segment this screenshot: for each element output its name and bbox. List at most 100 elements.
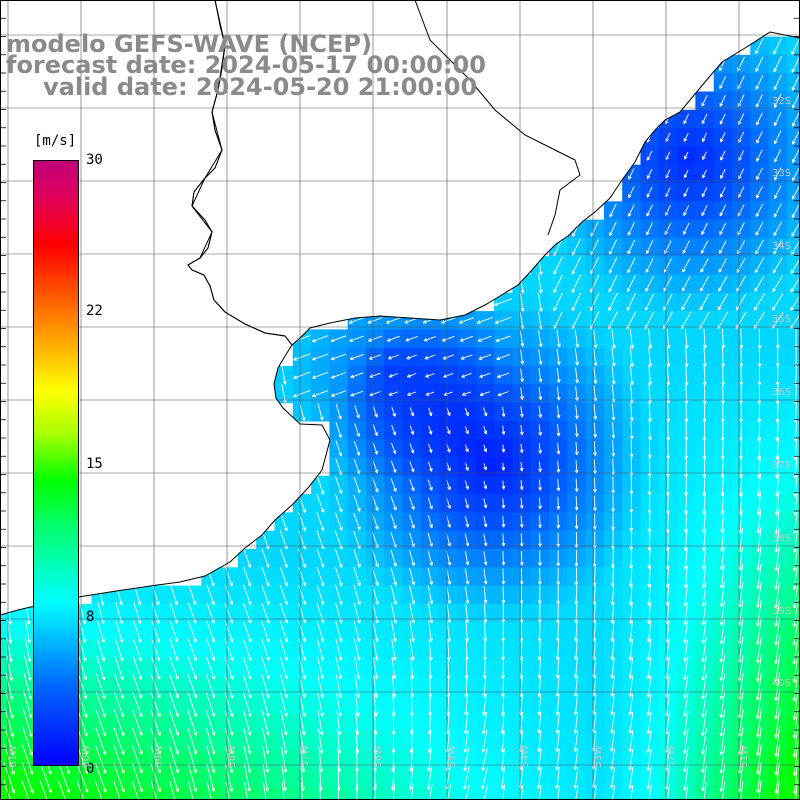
wind-arrow bbox=[464, 693, 468, 716]
wind-arrow bbox=[556, 423, 561, 437]
wind-arrow bbox=[646, 150, 653, 161]
wind-arrow bbox=[519, 515, 524, 528]
wind-arrow bbox=[311, 335, 329, 343]
wind-arrow bbox=[775, 455, 780, 479]
wind-arrow bbox=[683, 113, 690, 125]
wind-arrow bbox=[501, 498, 506, 509]
wind-arrow bbox=[293, 371, 311, 379]
wind-arrow bbox=[5, 690, 14, 719]
coastline bbox=[0, 0, 800, 616]
wind-arrow bbox=[609, 203, 617, 218]
wind-arrow bbox=[428, 443, 433, 454]
wind-arrow bbox=[792, 148, 800, 163]
wind-arrow bbox=[115, 602, 124, 624]
wind-arrow bbox=[187, 620, 197, 643]
wind-arrow bbox=[316, 620, 325, 643]
wind-arrow bbox=[461, 391, 472, 396]
wind-arrow bbox=[446, 444, 451, 453]
wind-arrow bbox=[113, 763, 125, 793]
wind-arrow bbox=[79, 602, 87, 625]
wind-arrow bbox=[646, 620, 652, 643]
wind-arrow bbox=[684, 346, 689, 367]
wind-arrow bbox=[243, 566, 252, 587]
wind-arrow bbox=[519, 497, 524, 509]
wind-arrow bbox=[354, 656, 361, 680]
wind-arrow bbox=[334, 512, 343, 531]
wind-arrow bbox=[537, 292, 543, 312]
wind-arrow bbox=[774, 509, 780, 534]
wind-arrow bbox=[593, 329, 598, 349]
wind-arrow bbox=[242, 674, 252, 699]
wind-arrow bbox=[773, 203, 782, 218]
wind-arrow bbox=[371, 549, 379, 568]
wind-arrow bbox=[555, 767, 561, 789]
wind-arrow bbox=[700, 275, 709, 292]
wind-arrow bbox=[150, 692, 161, 718]
wind-arrow bbox=[520, 349, 525, 365]
wind-arrow bbox=[21, 780, 30, 800]
wind-arrow bbox=[335, 674, 343, 698]
lat-label-36s: 36S bbox=[772, 387, 792, 398]
wind-arrow bbox=[719, 618, 726, 645]
wind-arrow bbox=[150, 727, 162, 755]
wind-arrow bbox=[348, 317, 365, 324]
speed-cell bbox=[786, 91, 800, 111]
wind-arrow bbox=[94, 781, 103, 800]
wind-arrow bbox=[556, 532, 561, 548]
wind-arrow bbox=[574, 496, 579, 511]
wind-arrow bbox=[774, 599, 781, 627]
wind-arrow bbox=[483, 533, 488, 547]
wind-arrow bbox=[791, 74, 800, 91]
wind-arrow bbox=[224, 692, 234, 717]
wind-arrow bbox=[205, 656, 216, 680]
wind-arrow bbox=[628, 602, 633, 624]
wind-arrow bbox=[243, 746, 252, 773]
wind-arrow bbox=[428, 425, 433, 435]
wind-arrow bbox=[538, 349, 543, 365]
wind-arrow bbox=[556, 478, 561, 492]
wind-arrow bbox=[719, 673, 726, 700]
lon-label-51w: 51W bbox=[739, 745, 750, 768]
wind-arrow bbox=[6, 655, 14, 681]
wind-arrow bbox=[261, 584, 270, 605]
wind-arrow bbox=[479, 372, 491, 378]
wind-arrow bbox=[574, 621, 578, 642]
wind-arrow bbox=[22, 708, 33, 738]
wind-arrow bbox=[390, 460, 397, 473]
wind-arrow bbox=[312, 390, 329, 398]
wind-arrow bbox=[773, 185, 782, 199]
wind-arrow bbox=[335, 422, 342, 438]
wind-arrow bbox=[261, 620, 270, 643]
wind-arrow bbox=[645, 275, 655, 292]
land-area bbox=[188, 0, 800, 345]
wind-arrow bbox=[4, 726, 15, 756]
wind-arrow bbox=[224, 602, 234, 624]
wind-arrow bbox=[701, 564, 707, 589]
wind-arrow bbox=[682, 258, 691, 273]
wind-arrow bbox=[482, 407, 488, 417]
wind-arrow bbox=[683, 187, 689, 198]
wind-arrow bbox=[95, 673, 106, 699]
wind-arrow bbox=[648, 347, 653, 367]
wind-arrow bbox=[150, 656, 161, 680]
model-title: modelo GEFS-WAVE (NCEP) bbox=[6, 30, 372, 58]
wind-arrow bbox=[151, 620, 161, 643]
wind-arrow bbox=[423, 335, 437, 342]
wind-arrow bbox=[753, 293, 765, 311]
wind-arrow bbox=[555, 712, 560, 734]
wind-arrow bbox=[536, 766, 542, 789]
wind-arrow bbox=[427, 497, 433, 510]
wind-arrow bbox=[593, 459, 597, 475]
wind-arrow bbox=[387, 354, 399, 360]
wind-arrow bbox=[610, 657, 615, 679]
wind-arrow bbox=[334, 566, 343, 587]
wind-arrow bbox=[684, 328, 689, 349]
wind-arrow bbox=[756, 581, 762, 608]
wind-arrow bbox=[224, 620, 234, 643]
wind-arrow bbox=[464, 515, 470, 528]
wind-arrow bbox=[683, 637, 689, 662]
wind-arrow bbox=[462, 766, 470, 790]
wind-arrow bbox=[628, 766, 634, 789]
wind-arrow bbox=[206, 620, 216, 643]
wind-arrow bbox=[628, 730, 634, 753]
